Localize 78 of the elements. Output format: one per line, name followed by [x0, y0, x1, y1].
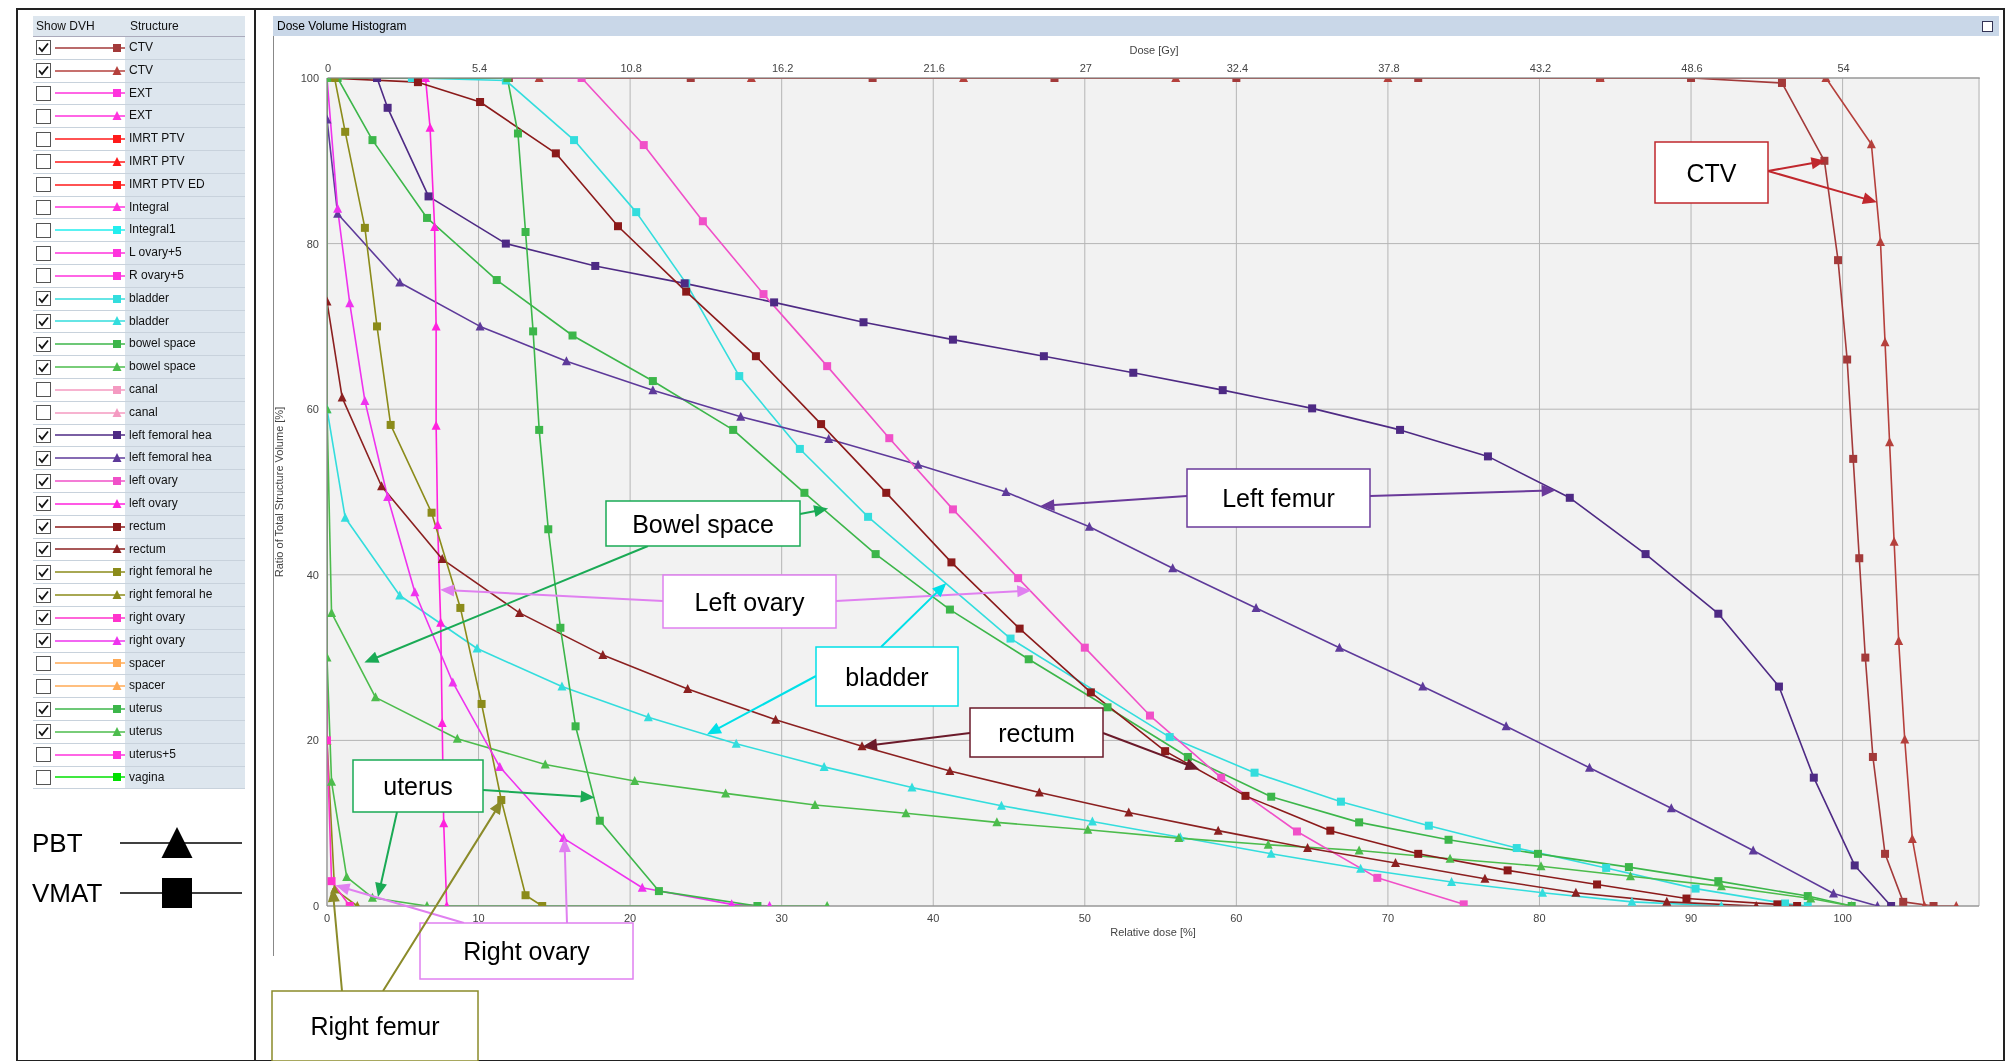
legend-label: IMRT PTV: [125, 128, 245, 150]
text: Structure: [129, 18, 180, 35]
legend-label: CTV: [125, 37, 245, 59]
legend-label: left ovary: [125, 492, 245, 515]
legend-label: spacer: [125, 675, 245, 698]
x2-tick-label: 21.6: [923, 62, 945, 74]
text: Show DVH: [35, 18, 96, 35]
legend-label: L ovary+5: [125, 242, 245, 264]
annotation: bladder: [845, 662, 929, 691]
x2-tick-label: 10.8: [620, 62, 642, 74]
x-tick-label: 30: [775, 911, 788, 924]
legend-label: bladder: [125, 310, 245, 333]
text: Right ovary: [463, 937, 591, 965]
annotation: uterus: [383, 772, 453, 800]
legend-label: canal: [125, 401, 245, 424]
text: Right femur: [310, 1012, 440, 1040]
legend-label: bowel space: [125, 333, 245, 356]
x-tick-label: 100: [1833, 911, 1852, 924]
x2-tick-label: 43.2: [1529, 62, 1552, 74]
x2-tick-label: 5.4: [471, 62, 488, 74]
legend-label: uterus: [125, 720, 245, 743]
legend-label: left femoral hea: [125, 447, 245, 470]
legend-label: left ovary: [125, 470, 245, 492]
legend-label: IMRT PTV ED: [125, 173, 245, 196]
x2-tick-label: 54: [1837, 62, 1850, 74]
legend-label: uterus: [125, 698, 245, 720]
x2-tick-label: 0: [324, 62, 332, 74]
legend-label: right femoral he: [125, 561, 245, 584]
annotation: Left ovary: [694, 587, 805, 616]
text: PBT: [32, 828, 83, 858]
legend-label: vagina: [125, 766, 245, 789]
y-tick-label: 100: [300, 71, 319, 84]
legend-label: bowel space: [125, 356, 245, 378]
annotation: rectum: [998, 718, 1075, 747]
x2-tick-label: 16.2: [771, 62, 794, 74]
legend-label: Integral1: [125, 219, 245, 242]
x-tick-label: 60: [1230, 911, 1243, 924]
x-tick-label: 0: [323, 911, 331, 924]
text: VMAT: [32, 878, 103, 908]
annotation: Bowel space: [632, 509, 774, 538]
legend-label: right femoral he: [125, 584, 245, 606]
x-tick-label: 10: [472, 911, 485, 924]
y-tick-label: 40: [306, 568, 319, 581]
x2-tick-label: 27: [1079, 62, 1092, 74]
x2-tick-label: 32.4: [1226, 62, 1249, 74]
x2-tick-label: 48.6: [1681, 62, 1703, 74]
x-tick-label: 80: [1533, 911, 1546, 924]
x2-tick-label: 37.8: [1378, 62, 1400, 74]
legend-label: Integral: [125, 196, 245, 219]
legend-label: EXT: [125, 82, 245, 105]
legend-label: left femoral hea: [125, 424, 245, 447]
x-tick-label: 50: [1078, 911, 1091, 924]
x-axis-title: Relative dose [%]: [1110, 926, 1196, 938]
annotation: CTV: [1686, 158, 1737, 187]
y-tick-label: 0: [312, 899, 319, 912]
x-tick-label: 90: [1684, 911, 1698, 924]
y-tick-label: 20: [306, 734, 319, 747]
legend-label: rectum: [125, 515, 245, 538]
legend-label: rectum: [125, 538, 245, 561]
legend-label: CTV: [125, 59, 245, 82]
chart-title: Dose Volume Histogram: [273, 16, 1999, 36]
legend-label: EXT: [125, 105, 245, 128]
legend-label: canal: [125, 378, 245, 401]
x-tick-label: 20: [623, 911, 637, 924]
x-tick-label: 70: [1381, 911, 1395, 924]
legend-label: IMRT PTV: [125, 150, 245, 173]
legend-label: spacer: [125, 652, 245, 675]
x2-axis-title: Dose [Gy]: [1129, 44, 1179, 56]
x-tick-label: 40: [927, 911, 940, 924]
y-axis-title: Ratio of Total Structure Volume [%]: [272, 406, 285, 578]
annotation: Left femur: [1222, 484, 1335, 512]
y-tick-label: 60: [306, 403, 319, 416]
legend-label: uterus+5: [125, 743, 245, 766]
legend-label: right ovary: [125, 629, 245, 652]
legend-label: bladder: [125, 287, 245, 310]
legend-label: R ovary+5: [125, 264, 245, 287]
legend-label: right ovary: [125, 606, 245, 629]
y-tick-label: 80: [306, 237, 319, 250]
